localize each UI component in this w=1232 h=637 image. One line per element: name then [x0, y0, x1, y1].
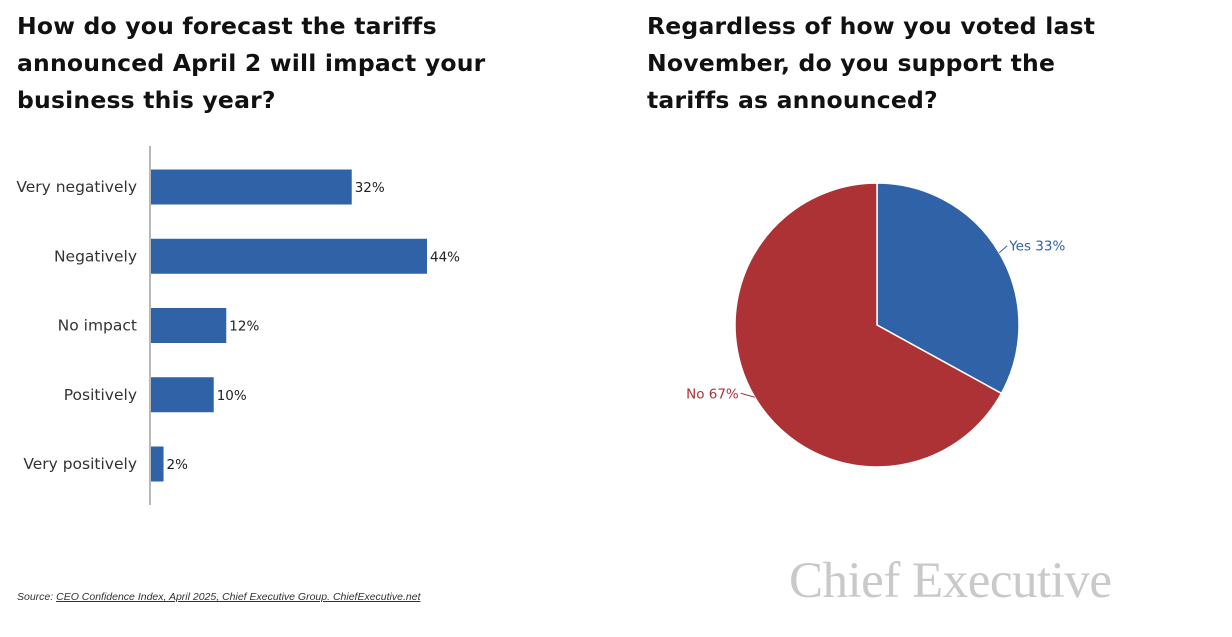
pie-chart-title: Regardless of how you voted last Novembe…	[647, 12, 1096, 114]
source-link[interactable]: CEO Confidence Index, April 2025, Chief …	[56, 591, 421, 603]
bar-category-label: No impact	[58, 317, 137, 335]
pie-slice-no	[734, 182, 1003, 468]
bar-value-label: 12%	[229, 319, 259, 335]
bar-value-label: 2%	[167, 457, 189, 473]
bar-value-label: 32%	[355, 180, 385, 196]
bar	[151, 377, 214, 413]
bar-value-label: 44%	[430, 249, 460, 265]
bar-value-label: 10%	[217, 388, 247, 404]
bar-chart-title: How do you forecast the tariffs announce…	[17, 12, 486, 114]
bar	[151, 238, 427, 274]
bar-category-label: Very positively	[23, 455, 137, 473]
source-note: Source: CEO Confidence Index, April 2025…	[17, 591, 421, 603]
bar	[151, 446, 164, 482]
pie-chart: Yes 33% No 67%	[686, 182, 1065, 468]
pie-leader-line	[740, 392, 755, 398]
source-prefix: Source:	[17, 591, 57, 603]
bar-category-label: Negatively	[54, 247, 137, 265]
bar-chart: Very negatively 32% Negatively 44% No impact…	[16, 146, 460, 505]
bar-category-label: Positively	[64, 386, 137, 404]
pie-slice-label: No 67%	[686, 386, 739, 402]
pie-slice-label: Yes 33%	[1008, 239, 1065, 255]
bar-category-label: Very negatively	[16, 178, 137, 196]
pie-leader-line	[998, 245, 1008, 254]
bar	[151, 308, 227, 343]
bar	[151, 169, 352, 205]
chief-executive-logo: Chief Executive	[789, 553, 1112, 609]
